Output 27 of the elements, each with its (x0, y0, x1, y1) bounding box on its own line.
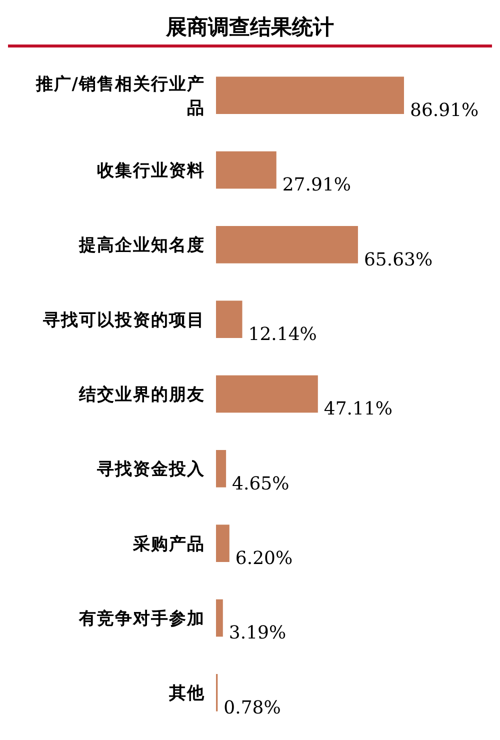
data-label: 12.14% (248, 324, 317, 345)
data-label: 0.78% (224, 697, 281, 718)
category-label: 收集行业资料 (97, 161, 205, 181)
category-label: 提高企业知名度 (79, 236, 205, 256)
data-label: 27.91% (282, 174, 352, 196)
category-label: 采购产品 (133, 534, 205, 554)
bar (216, 226, 358, 264)
data-label: 3.19% (228, 622, 286, 644)
category-label: 寻找资金投入 (97, 460, 205, 480)
data-label: 4.65% (232, 473, 290, 494)
data-label: 65.63% (364, 249, 433, 270)
bar (216, 151, 276, 189)
category-label: 有竞争对手参加 (79, 609, 205, 629)
bar (216, 599, 223, 637)
category-label: 结交业界的朋友 (79, 385, 205, 405)
data-label: 6.20% (235, 548, 293, 569)
bar (216, 450, 226, 488)
data-label: 86.91% (410, 100, 479, 121)
data-label: 47.11% (324, 398, 393, 420)
bar (216, 300, 242, 338)
bar (216, 76, 404, 114)
category-label: 其他 (169, 684, 205, 704)
category-label: 寻找可以投资的项目 (43, 310, 205, 330)
bar (216, 375, 318, 413)
chart-title: 展商调查结果统计 (165, 15, 334, 39)
bar (216, 524, 230, 562)
category-label: 推广/销售相关行业产品 (36, 74, 205, 118)
